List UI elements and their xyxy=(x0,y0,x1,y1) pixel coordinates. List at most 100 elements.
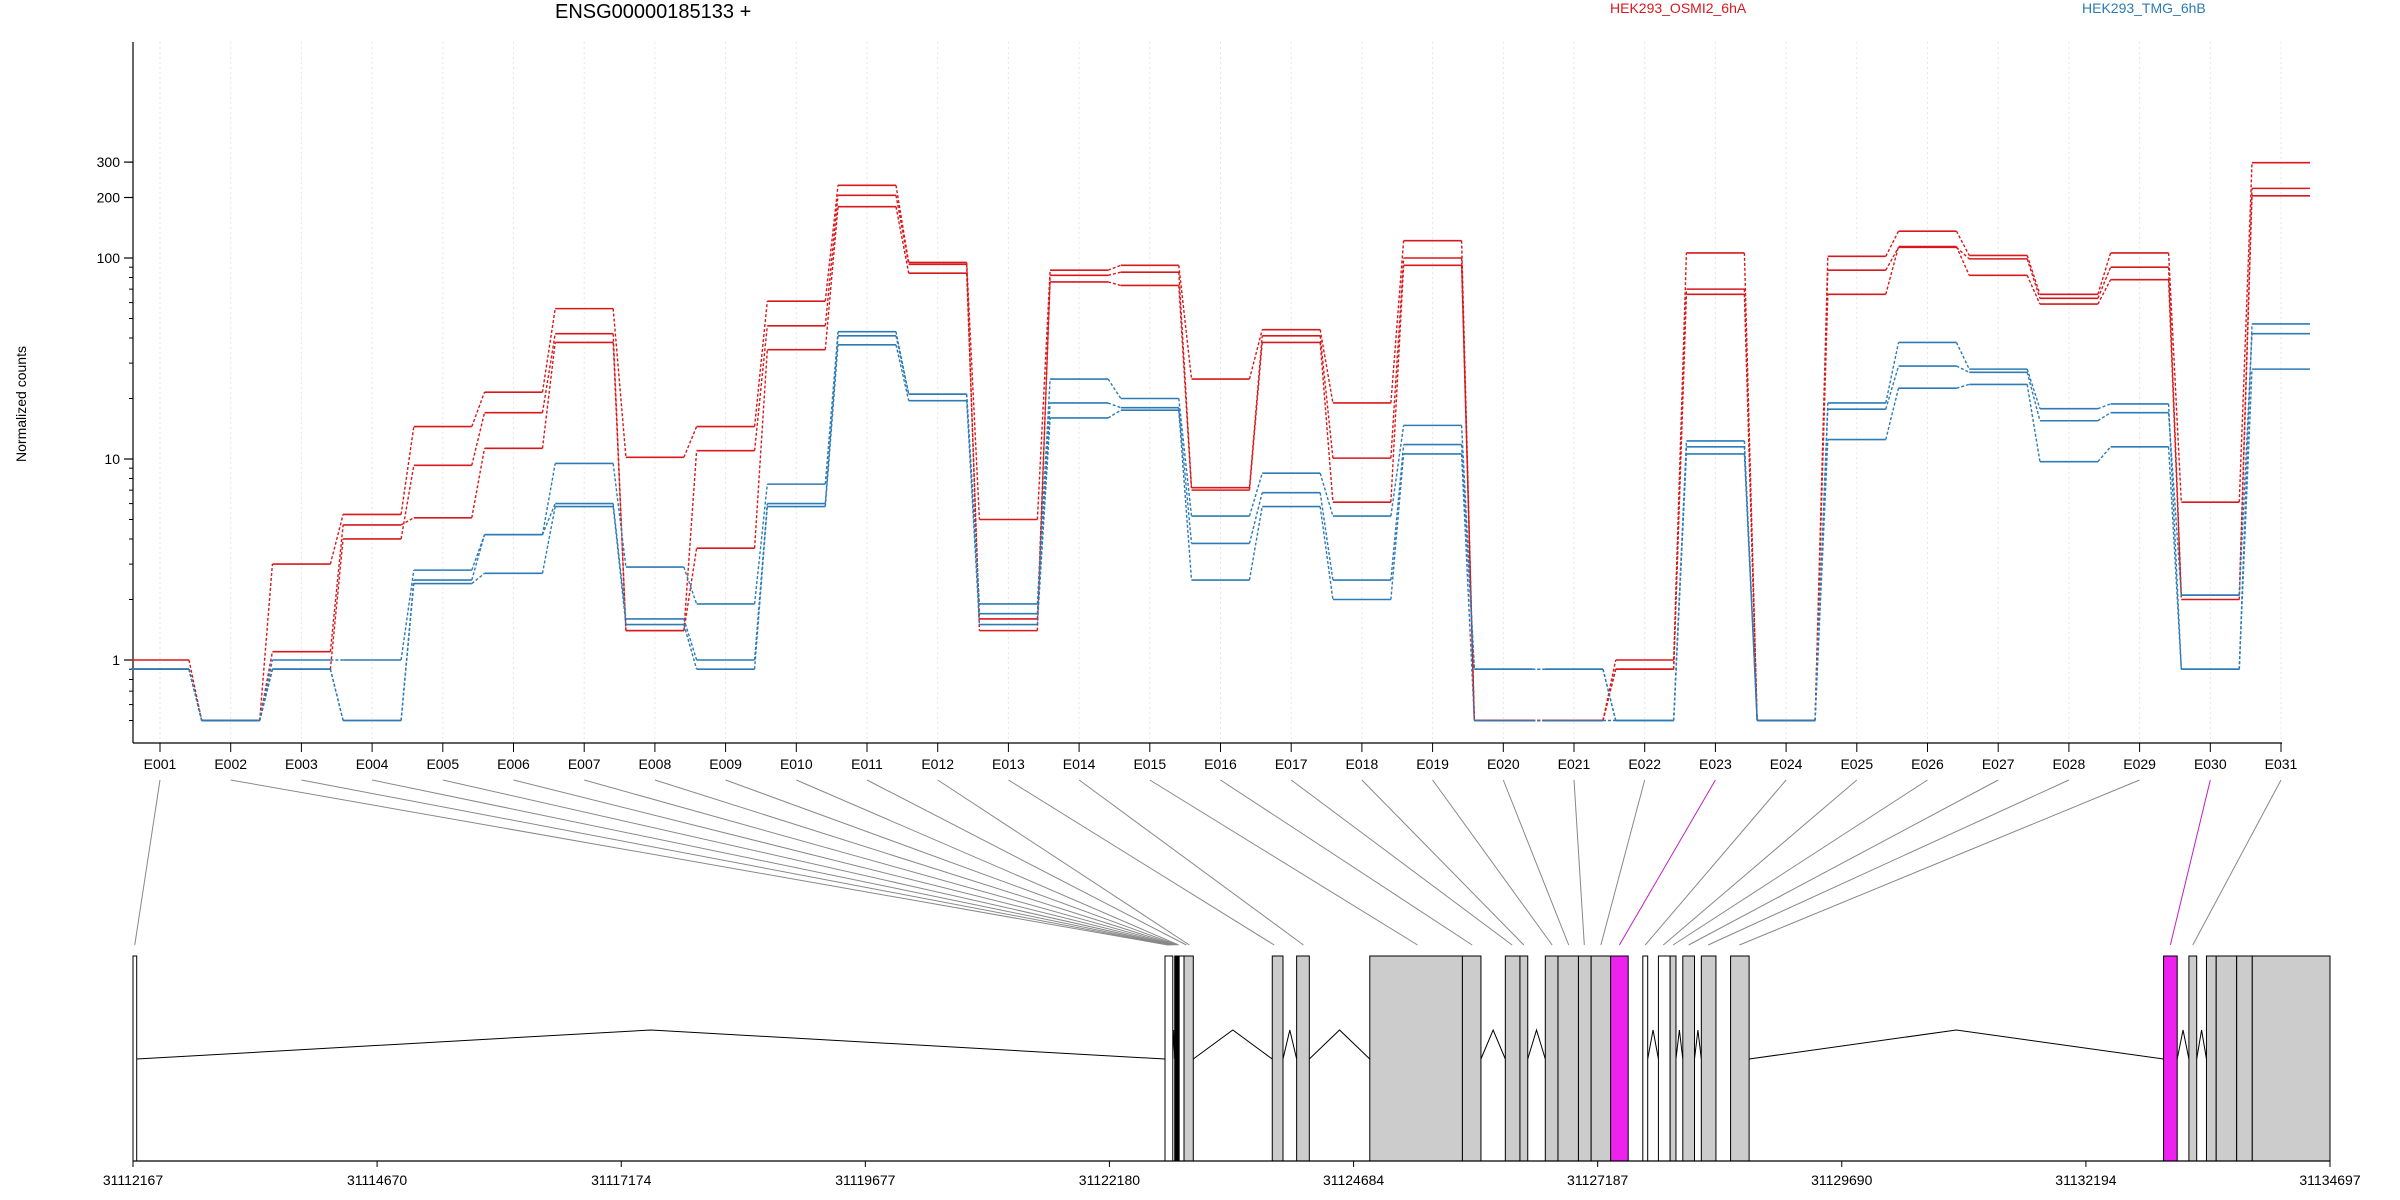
series-connector xyxy=(683,426,698,458)
series-connector xyxy=(1956,246,1970,260)
series-connector xyxy=(895,206,910,274)
series-connector xyxy=(541,506,556,574)
series-connector xyxy=(2238,195,2253,600)
exon-block xyxy=(1271,955,1284,1162)
exon-block xyxy=(1296,955,1310,1162)
series-connector xyxy=(2026,368,2041,409)
series-connector xyxy=(895,195,910,265)
exon-block xyxy=(1657,955,1671,1162)
series-connector xyxy=(1107,264,1122,271)
series-connector xyxy=(2238,369,2253,670)
series-connector xyxy=(400,583,415,721)
intron xyxy=(1527,1028,1546,1060)
bin-link xyxy=(1078,779,1304,946)
series-connector xyxy=(1460,265,1476,721)
y-tick-label: 10 xyxy=(104,451,120,467)
x-tick-label: E001 xyxy=(144,756,177,772)
y-tick-label: 1 xyxy=(112,652,120,668)
x-tick-label: E016 xyxy=(1204,756,1237,772)
x-tick-label: E011 xyxy=(851,756,883,772)
x-tick-label: E015 xyxy=(1133,756,1166,772)
series-connector xyxy=(1956,383,1970,389)
series-connector xyxy=(1178,410,1193,581)
bin-link xyxy=(1739,779,2140,946)
series-connector xyxy=(683,618,698,661)
series-connector xyxy=(1319,492,1334,581)
series-connector xyxy=(1743,294,1758,721)
series-connector xyxy=(471,534,486,581)
series-connector xyxy=(400,426,415,515)
x-tick-label: E020 xyxy=(1487,756,1520,772)
series-connector xyxy=(1460,444,1476,670)
bin-link xyxy=(1688,779,1999,946)
series-connector xyxy=(683,548,698,631)
series-connector xyxy=(1390,265,1405,503)
x-tick-label: E019 xyxy=(1416,756,1449,772)
bin-link xyxy=(1618,779,1716,946)
exon-block xyxy=(1461,955,1482,1162)
series-connector xyxy=(541,308,556,393)
x-tick-label: E026 xyxy=(1911,756,1944,772)
series-connector xyxy=(2167,279,2183,600)
x-tick-label: E022 xyxy=(1628,756,1661,772)
x-tick-label: E005 xyxy=(426,756,459,772)
intron xyxy=(1480,1028,1506,1060)
series-connector xyxy=(1178,272,1193,488)
intron xyxy=(1647,1029,1659,1060)
x-tick-label: E021 xyxy=(1558,756,1591,772)
series-connector xyxy=(1319,342,1334,503)
series-connector xyxy=(824,195,839,326)
series-connector xyxy=(1390,453,1405,600)
series-connector xyxy=(1248,472,1263,517)
x-tick-label: E008 xyxy=(639,756,672,772)
series-connector xyxy=(1390,257,1405,459)
series-connector xyxy=(2238,162,2253,503)
y-axis: 1 10 100 200 300 xyxy=(97,42,134,743)
bin-link xyxy=(1672,779,1928,946)
exon-block xyxy=(1700,955,1717,1162)
series-connector xyxy=(1390,425,1405,517)
series-connector xyxy=(1956,365,1970,373)
exon-block xyxy=(2236,955,2253,1162)
series-connector xyxy=(2167,403,2183,670)
series-connector xyxy=(753,484,769,605)
exon-block xyxy=(1669,955,1677,1162)
x-tick-label: E024 xyxy=(1770,756,1803,772)
series-connector xyxy=(1036,378,1051,605)
coord-tick-label: 31129690 xyxy=(1811,1172,1872,1188)
series-connector xyxy=(1107,281,1121,287)
bin-link xyxy=(301,779,1169,946)
bin-link xyxy=(1008,779,1275,946)
x-tick-label: E014 xyxy=(1063,756,1096,772)
gene-model xyxy=(132,955,2331,1162)
series-connector xyxy=(1955,230,1970,256)
series-connector xyxy=(541,333,556,413)
series-HEK293_TMG_6hB-5 xyxy=(131,343,2310,722)
bin-link xyxy=(654,779,1176,946)
series-connector xyxy=(1602,669,1617,721)
exon-block xyxy=(1369,955,1463,1162)
intron xyxy=(2176,1029,2190,1060)
x-tick-label: E004 xyxy=(356,756,389,772)
series-connector xyxy=(2097,279,2112,305)
series-connector xyxy=(329,524,344,652)
series-connector xyxy=(2026,258,2041,299)
bin-to-exon-links xyxy=(134,779,2282,946)
bin-link xyxy=(1361,779,1525,946)
series-connector xyxy=(2097,266,2112,299)
series-connector xyxy=(1178,265,1193,380)
series-connector xyxy=(2097,412,2111,422)
exon-block xyxy=(1164,955,1174,1162)
series-connector xyxy=(329,514,344,565)
intron xyxy=(136,1029,1166,1060)
x-tick-label: E031 xyxy=(2265,756,2298,772)
series-connector xyxy=(1248,506,1263,581)
bin-link xyxy=(1149,779,1418,946)
x-tick-label: E027 xyxy=(1982,756,2015,772)
series-connector xyxy=(1107,271,1121,277)
coord-tick-label: 31124684 xyxy=(1323,1172,1384,1188)
coord-tick-label: 31114670 xyxy=(347,1172,407,1188)
series-connector xyxy=(824,344,839,507)
series-connector xyxy=(2167,412,2183,596)
